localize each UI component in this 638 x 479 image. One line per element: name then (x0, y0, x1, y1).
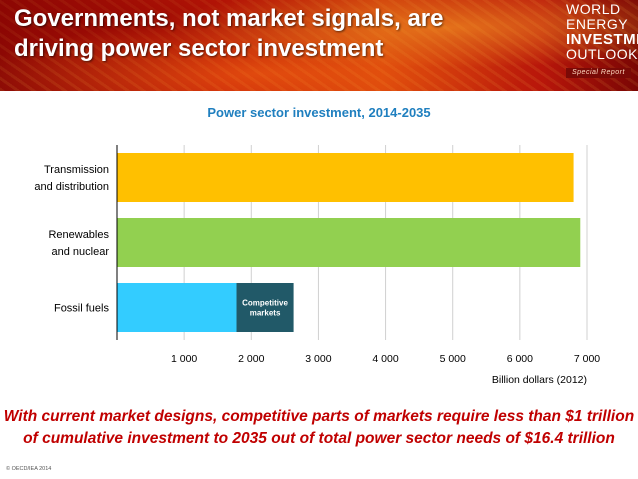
x-tick-label-1: 2 000 (238, 353, 264, 365)
weo-logo: WORLD ENERGY INVESTMENT OUTLOOK Special … (566, 1, 638, 88)
bar-1 (117, 218, 581, 267)
title-banner: Governments, not market signals, are dri… (0, 0, 638, 91)
caption: With current market designs, competitive… (0, 406, 638, 450)
bar-0 (117, 153, 574, 202)
slide-title-line-1: Governments, not market signals, are (14, 5, 444, 32)
investment-chart: Power sector investment, 2014-2035 Compet… (34, 105, 600, 386)
bar-label-3-0: Competitive (242, 299, 288, 308)
logo-line-2: ENERGY (566, 16, 629, 32)
category-label-2-0: Fossil fuels (54, 303, 110, 315)
x-axis-label: Billion dollars (2012) (492, 374, 587, 386)
chart-title: Power sector investment, 2014-2035 (207, 105, 430, 120)
x-tick-label-3: 4 000 (372, 353, 398, 365)
x-tick-label-2: 3 000 (305, 353, 331, 365)
x-tick-label-4: 5 000 (440, 353, 466, 365)
x-tick-label-5: 6 000 (507, 353, 533, 365)
logo-badge: Special Report (566, 68, 631, 78)
copyright: © OECD/IEA 2014 (6, 466, 52, 472)
logo-line-4: OUTLOOK (566, 46, 638, 62)
logo-line-1: WORLD (566, 1, 621, 17)
category-label-0-1: and distribution (34, 181, 109, 193)
category-label-1-0: Renewables (48, 229, 109, 241)
bar-3 (236, 283, 294, 332)
category-label-1-1: and nuclear (52, 246, 110, 258)
logo-line-3: INVESTMENT (566, 31, 638, 48)
x-tick-label-6: 7 000 (574, 353, 600, 365)
slide-title: Governments, not market signals, are dri… (14, 4, 484, 64)
slide-title-line-2: driving power sector investment (14, 35, 384, 62)
bar-2 (117, 283, 237, 332)
caption-line-1: With current market designs, competitive… (3, 408, 635, 425)
category-label-0-0: Transmission (44, 164, 109, 176)
x-tick-label-0: 1 000 (171, 353, 197, 365)
caption-line-2: of cumulative investment to 2035 out of … (23, 430, 615, 447)
bar-label-3-1: markets (250, 309, 281, 318)
